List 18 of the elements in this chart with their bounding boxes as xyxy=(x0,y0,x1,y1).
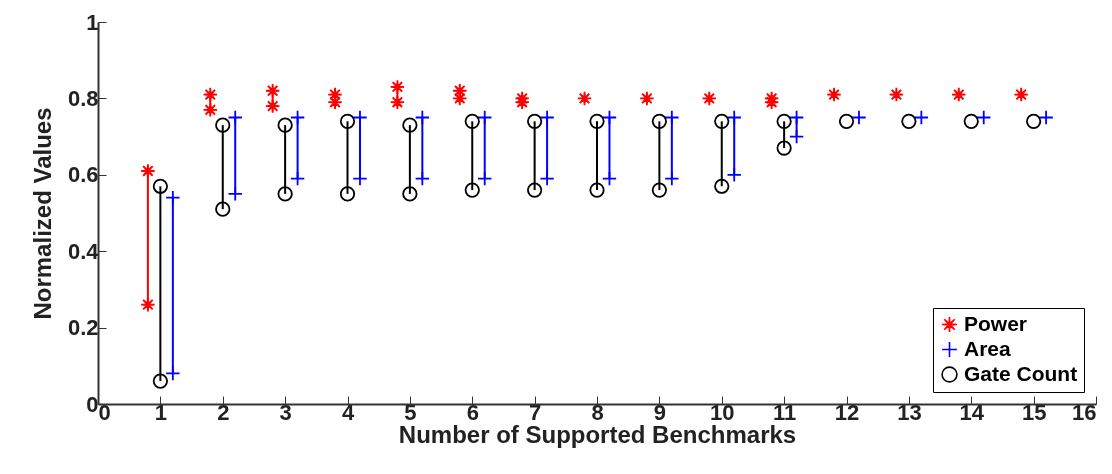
y-axis-title: Normalized Values xyxy=(28,107,56,320)
x-tick-label: 15 xyxy=(1021,399,1047,425)
x-tick-label: 1 xyxy=(154,399,167,425)
x-tick-label: 16 xyxy=(1072,399,1097,425)
legend-label: Power xyxy=(964,311,1028,335)
x-tick-label: 13 xyxy=(897,399,922,425)
y-tick-label: 1 xyxy=(86,9,99,35)
x-tick-label: 2 xyxy=(217,399,230,425)
x-tick-label: 14 xyxy=(959,399,985,425)
y-tick-label: 0.4 xyxy=(67,238,100,264)
legend-label: Area xyxy=(964,336,1012,360)
legend-label: Gate Count xyxy=(964,361,1078,385)
y-tick-label: 0.2 xyxy=(67,315,99,341)
x-tick-label: 12 xyxy=(834,399,860,425)
x-tick-label: 4 xyxy=(341,399,355,425)
x-tick-label: 3 xyxy=(279,399,292,425)
y-tick-label: 0.8 xyxy=(67,85,99,111)
y-tick-label: 0.6 xyxy=(67,162,99,188)
